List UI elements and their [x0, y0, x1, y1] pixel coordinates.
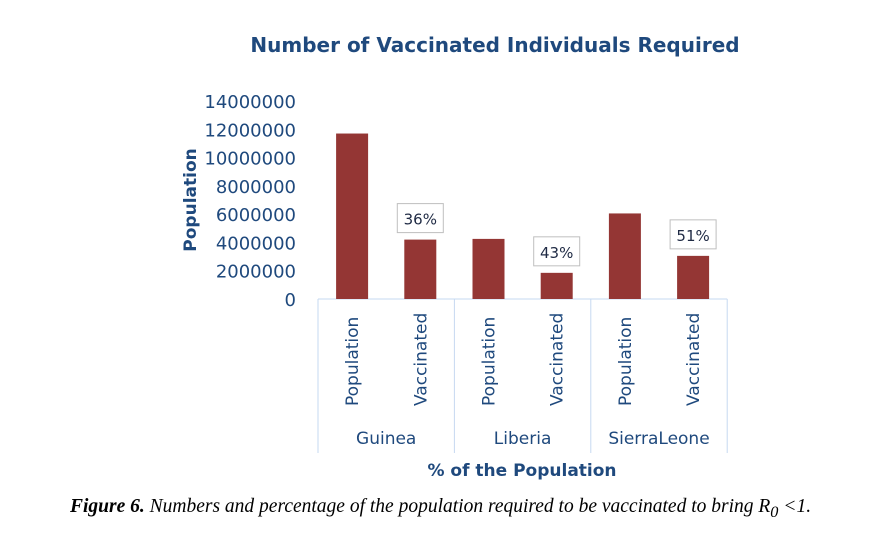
data-label: 36%	[404, 211, 437, 229]
bar-liberia-vaccinated	[540, 272, 573, 299]
x-tick-label: Vaccinated	[548, 313, 568, 406]
bar-sierraleone-vaccinated	[677, 255, 710, 299]
figure-caption: Figure 6. Numbers and percentage of the …	[70, 496, 811, 522]
y-tick-label: 14000000	[204, 92, 296, 113]
annotation-box	[669, 219, 717, 250]
x-axis-label: % of the Population	[427, 461, 616, 481]
y-tick-label: 2000000	[216, 262, 296, 283]
y-tick-label: 4000000	[216, 233, 296, 254]
x-tick-label: Vaccinated	[411, 313, 431, 406]
caption-subscript: 0	[770, 502, 779, 521]
data-label: 51%	[676, 227, 709, 245]
x-tick-label: Population	[480, 317, 500, 406]
caption-label: Figure 6.	[70, 496, 145, 517]
y-tick-label: 10000000	[204, 149, 296, 170]
data-label: 43%	[540, 244, 573, 262]
group-label: Guinea	[356, 429, 416, 449]
y-tick-label: 12000000	[204, 120, 296, 141]
annotation-box	[533, 236, 581, 267]
annotation-box	[396, 203, 444, 234]
x-tick-label: Population	[343, 317, 363, 406]
caption-text: Numbers and percentage of the population…	[149, 496, 771, 517]
y-axis-label: Population	[181, 148, 201, 251]
y-tick-label: 8000000	[216, 177, 296, 198]
x-tick-label: Vaccinated	[684, 313, 704, 406]
y-tick-label: 6000000	[216, 205, 296, 226]
group-label: Liberia	[494, 429, 552, 449]
bar-liberia-population	[472, 238, 505, 299]
bar-guinea-population	[336, 133, 369, 299]
bar-sierraleone-population	[608, 213, 641, 299]
y-tick-label: 0	[285, 290, 296, 311]
caption-suffix: <1.	[778, 496, 812, 517]
bar-chart: Number of Vaccinated Individuals Require…	[181, 33, 740, 481]
chart-title: Number of Vaccinated Individuals Require…	[250, 33, 739, 57]
x-tick-label: Population	[616, 317, 636, 406]
group-label: SierraLeone	[608, 429, 709, 449]
bar-guinea-vaccinated	[404, 239, 437, 299]
